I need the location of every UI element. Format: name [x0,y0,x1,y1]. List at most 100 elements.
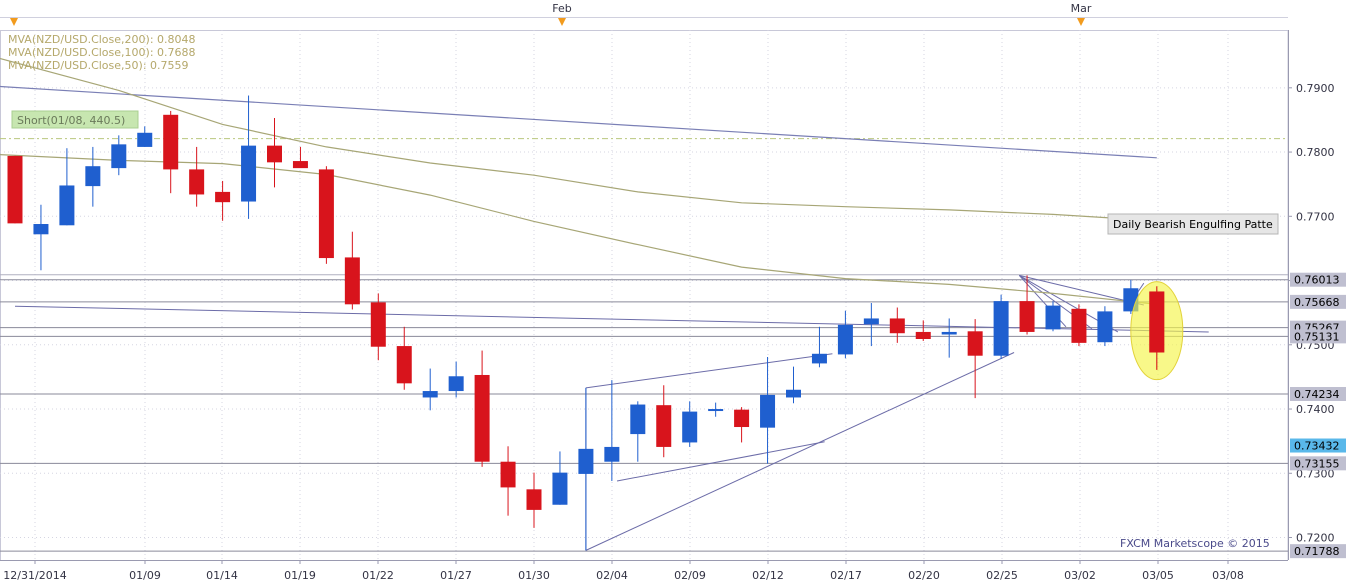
month-marker [10,18,18,26]
price-tick-label: 0.7300 [1296,467,1335,480]
candle-body [1071,308,1087,343]
moving-averages [0,57,1209,305]
candle-body [137,132,153,147]
candle-body [448,376,464,392]
highlight-ellipse [1130,281,1184,381]
candle-body [552,472,568,505]
candle-body [786,389,801,398]
candle-body [863,318,879,325]
trendline [616,441,825,482]
short-label-text: Short(01/08, 440.5) [17,114,125,127]
current-price-label: 0.73432 [1294,440,1340,453]
date-label: 02/25 [986,569,1018,582]
price-tick-label: 0.7800 [1296,146,1335,159]
watermark: FXCM Marketscope © 2015 [1120,537,1270,550]
candle-body [1045,305,1061,330]
candle-body [993,301,1009,356]
date-label: 03/02 [1064,569,1096,582]
month-marker [1077,18,1085,26]
candle-body [422,391,438,398]
candle-body [811,353,827,364]
legend: MVA(NZD/USD.Close,200): 0.8048 MVA(NZD/U… [8,33,196,72]
level-label-box [1290,456,1346,471]
candle-body [526,489,542,510]
candle-body [1019,301,1035,332]
candle-body [370,302,386,347]
candle-body [1149,291,1165,353]
legend-mva-200: MVA(NZD/USD.Close,200): 0.8048 [8,33,196,46]
date-label: 01/14 [206,569,238,582]
candle-body [241,145,257,202]
level-label: 0.76013 [1294,274,1340,287]
candle-body [163,114,179,170]
candle-body [760,394,776,428]
date-label: 02/12 [752,569,784,582]
month-label: Feb [552,2,571,15]
level-label-box [1290,329,1346,344]
candle-body [656,405,672,447]
grid [0,30,1289,561]
level-label: 0.73155 [1294,457,1340,470]
date-label: 02/04 [596,569,628,582]
date-label: 02/20 [908,569,940,582]
date-label: 12/31/2014 [3,569,66,582]
level-label-box [1290,544,1346,559]
candle-body [889,318,905,334]
candle-body [708,409,724,412]
level-label: 0.75131 [1294,330,1340,343]
candle-body [7,155,23,224]
trendline [585,352,1015,551]
candle-body [59,185,75,226]
date-label: 01/19 [284,569,316,582]
short-label: Short(01/08, 440.5) [11,110,139,129]
moving-average-line [0,57,1209,224]
price-tick-label: 0.7700 [1296,210,1335,223]
candle-body [318,169,334,259]
moving-average-line [0,85,1157,159]
month-marker [558,18,566,26]
candle-body [967,331,983,356]
level-label-box [1290,386,1346,401]
level-label: 0.71788 [1294,545,1340,558]
legend-mva-100: MVA(NZD/USD.Close,100): 0.7688 [8,46,196,59]
candle-body [267,145,282,163]
candle-body [111,144,127,169]
date-label: 01/22 [362,569,394,582]
moving-average-line [0,154,1157,305]
trendline [14,305,1209,333]
trendline [585,353,833,389]
price-tick-label: 0.7400 [1296,403,1335,416]
candle-body [474,374,490,462]
date-label: 01/30 [518,569,550,582]
level-label: 0.74234 [1294,388,1340,401]
date-label: 02/09 [674,569,706,582]
candle-body [837,324,853,355]
price-tick-label: 0.7900 [1296,82,1335,95]
date-label: 02/17 [830,569,862,582]
date-label: 01/27 [440,569,472,582]
level-label-box [1290,294,1346,309]
candle-body [344,257,360,305]
candle-body [33,224,49,235]
candle-body [630,404,646,435]
candle-body [500,461,516,488]
month-label: Mar [1071,2,1092,15]
candle-body [292,161,308,169]
candle-body [734,409,750,428]
date-label: 03/08 [1212,569,1244,582]
price-axis [1288,0,1349,588]
candle-body [682,411,698,443]
candle-body [604,446,620,462]
annotation: Daily Bearish Engulfing Patte [1107,213,1279,235]
trendline [1019,274,1144,306]
candle-body [85,166,101,187]
current-price-box [1290,438,1346,453]
date-label: 01/09 [129,569,161,582]
candle-body [215,191,231,203]
level-label: 0.75668 [1294,296,1340,309]
level-label-box [1290,272,1346,287]
candle-body [915,331,931,340]
candle-body [941,331,957,335]
candle-body [1097,311,1113,343]
